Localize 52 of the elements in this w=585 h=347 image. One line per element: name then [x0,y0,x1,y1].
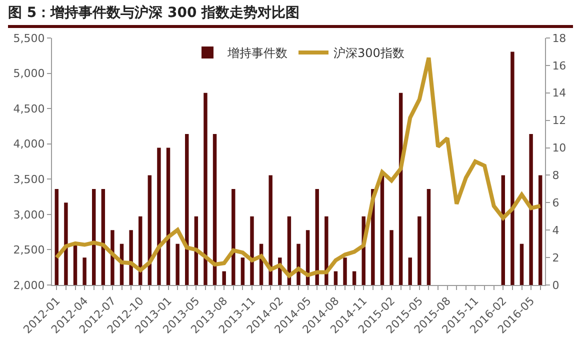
bar [334,271,338,285]
y-tick-label: 4,500 [13,102,45,116]
y2-tick-label: 16 [552,59,566,72]
chart-title: 图 5：增持事件数与沪深 300 指数走势对比图 [8,4,573,28]
bar [315,188,319,285]
bar [538,175,542,285]
bar [324,216,328,285]
bar [54,188,59,285]
y2-tick-label: 2 [552,251,560,264]
bar [390,230,394,285]
y-tick-label: 2,500 [13,244,45,257]
bar [129,230,133,285]
y-tick-label: 5,000 [13,67,45,80]
bar [73,244,78,285]
legend-label: 沪深300指数 [334,46,404,60]
y-tick-label: 5,500 [13,32,45,45]
bar [157,148,161,285]
legend-label: 增持事件数 [226,46,288,60]
bar [64,202,68,285]
bar [343,258,347,285]
bar [418,216,422,285]
y-tick-label: 3,000 [13,208,45,222]
y2-tick-label: 6 [552,196,560,210]
bar [352,271,356,285]
bar [408,258,412,285]
bar [529,134,533,285]
bar [166,148,170,285]
bar [176,244,180,285]
bar [92,188,96,285]
bar [240,258,245,285]
bar [82,258,86,285]
y2-tick-label: 12 [552,114,566,128]
y2-tick-label: 14 [552,86,566,100]
bar [185,134,189,285]
y2-tick-label: 0 [552,278,560,292]
bar [426,188,431,285]
bar [212,134,217,285]
bar [222,271,226,285]
y2-tick-label: 10 [552,142,566,155]
bar [204,92,208,285]
bar [380,175,384,285]
bar [250,216,254,285]
bar [268,175,272,285]
y2-tick-label: 18 [552,32,566,45]
y-tick-label: 2,000 [13,278,45,292]
bar [510,52,514,285]
y2-tick-label: 4 [552,224,560,237]
y-tick-label: 4,000 [13,138,45,151]
bar [232,188,236,285]
y-tick-label: 3,500 [13,172,45,186]
y2-tick-label: 8 [552,169,560,182]
bar [520,244,524,285]
